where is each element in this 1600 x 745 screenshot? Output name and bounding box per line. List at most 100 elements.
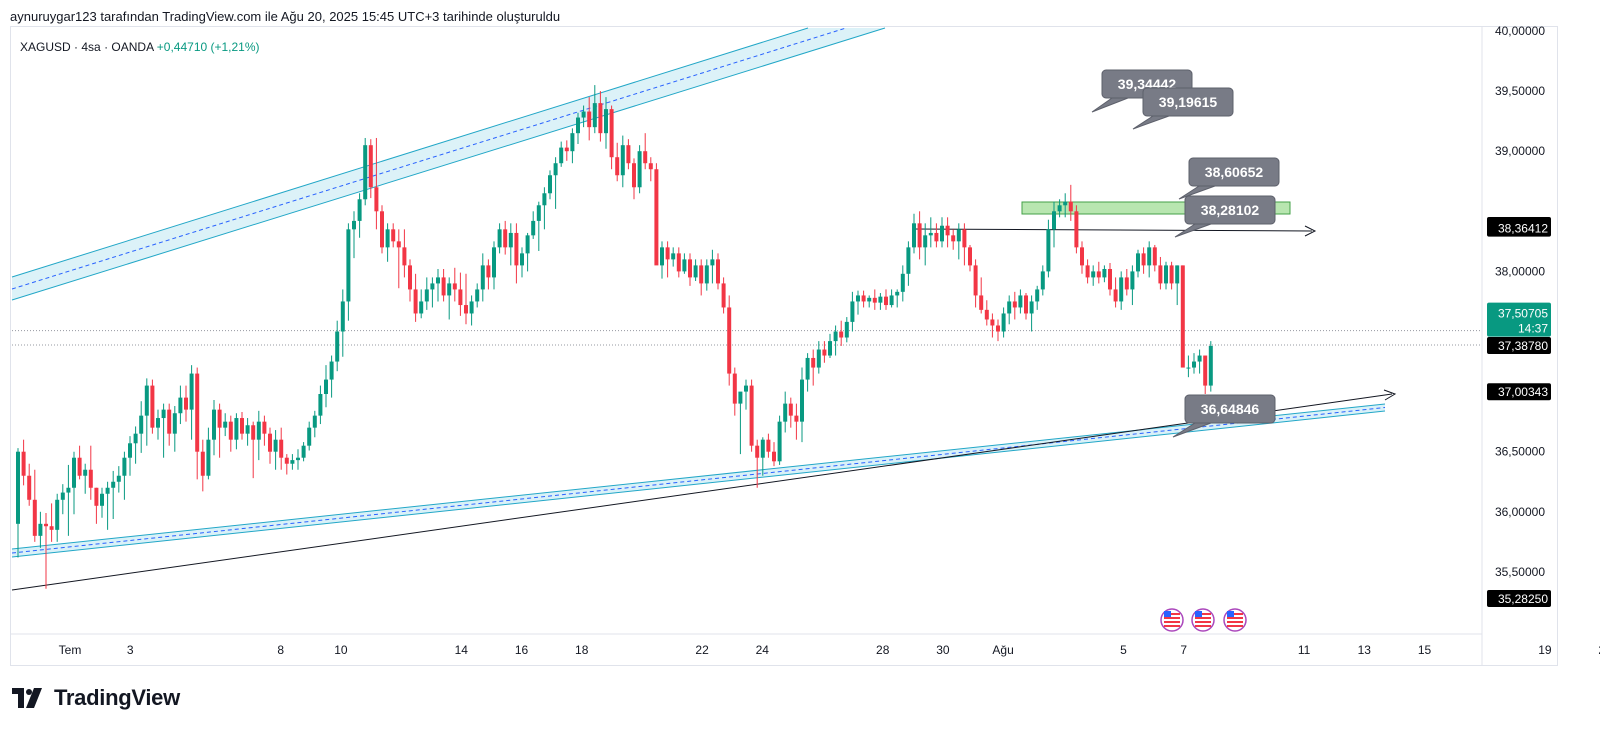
candle-body (777, 421, 782, 462)
candle-body (626, 145, 631, 164)
candle-body (1063, 201, 1068, 206)
price-callout-box (1184, 394, 1276, 424)
price-callout-box (1142, 87, 1234, 117)
lower-channel-midline (11, 407, 1386, 554)
candle-body (693, 265, 698, 278)
price-callout-box (1188, 157, 1280, 187)
candle-body (161, 409, 166, 419)
candle-body (424, 289, 429, 302)
candle-body (1001, 313, 1006, 332)
price-axis-label: 37,00343 (1498, 385, 1548, 399)
candle-body (212, 409, 216, 440)
candle-body (480, 265, 485, 290)
price-callout-box (1184, 195, 1276, 225)
candle-body (682, 259, 687, 272)
candle-body (900, 273, 905, 292)
candle-body (279, 439, 284, 458)
candle-body (738, 391, 743, 404)
price-axis-label: 38,36412 (1498, 222, 1548, 236)
candle-body (1108, 268, 1112, 290)
candle-body (240, 418, 244, 434)
candle-body (878, 296, 883, 303)
candle-body (441, 277, 446, 296)
resistance-ray-arrow (1304, 225, 1317, 237)
candle-body (60, 492, 65, 500)
candle-body (856, 295, 860, 302)
us-flag-stripe (1164, 613, 1180, 615)
candle-body (850, 301, 855, 322)
candle-body (458, 289, 463, 306)
candle-body (979, 295, 984, 310)
candle-body (234, 418, 239, 440)
candle-body (223, 421, 228, 428)
candle-body (816, 349, 821, 368)
tradingview-logo: TradingView (12, 685, 180, 711)
candle-body (676, 253, 681, 272)
candle-body (430, 283, 435, 290)
candle-body (699, 265, 704, 284)
candle-body (962, 229, 967, 248)
candle-body (984, 309, 989, 320)
price-callout-label: 39,19615 (1159, 94, 1218, 110)
us-flag-stripe (1195, 617, 1211, 619)
candle-body (637, 151, 642, 188)
bar-countdown-label: 14:37 (1518, 322, 1548, 336)
candle-body (1147, 247, 1152, 266)
candle-body (1029, 301, 1034, 314)
candle-body (189, 373, 194, 410)
candle-body (1040, 271, 1045, 290)
candle-body (665, 247, 670, 260)
candle-body (559, 147, 564, 164)
candle-body (1141, 253, 1146, 266)
candle-body (912, 223, 916, 248)
candle-body (604, 109, 608, 134)
candle-body (615, 157, 620, 176)
candle-body (1124, 277, 1129, 290)
time-axis-label: 13 (1358, 643, 1372, 657)
candle-body (122, 457, 127, 476)
candle-body (346, 229, 351, 302)
lower-channel-bottom-line (11, 410, 1386, 558)
candle-body (1018, 295, 1023, 308)
candle-body (906, 247, 911, 274)
candle-body (1080, 247, 1084, 266)
candle-body (1208, 345, 1213, 386)
price-axis-label: 37,38780 (1498, 339, 1548, 353)
candle-body (839, 331, 844, 338)
candle-body (609, 109, 614, 158)
candle-body (16, 451, 20, 524)
support-trendline (11, 393, 1393, 591)
candle-body (32, 499, 37, 536)
candle-body (492, 247, 496, 278)
candle-body (200, 451, 205, 476)
time-axis-label: 10 (334, 643, 348, 657)
candle-body (1113, 289, 1118, 302)
candle-body (917, 223, 922, 248)
candle-body (592, 103, 597, 128)
candle-body (447, 283, 452, 296)
candle-body (1012, 301, 1017, 308)
price-axis-label: 35,28250 (1498, 592, 1548, 606)
candle-body (536, 205, 541, 221)
time-axis-label: 30 (936, 643, 950, 657)
separator: · (74, 40, 79, 54)
price-axis-label-bg (1487, 590, 1551, 608)
candle-body (402, 247, 407, 266)
us-flag-canton (1195, 611, 1202, 617)
candle-body (822, 349, 827, 356)
us-flag-stripe (1195, 625, 1211, 627)
candle-body (144, 385, 149, 416)
time-axis-label: 15 (1418, 643, 1432, 657)
candle-body (833, 331, 838, 342)
candle-body (27, 475, 32, 500)
candle-body (357, 199, 362, 221)
candle-body (228, 421, 233, 440)
candle-body (290, 460, 295, 464)
price-callout-label: 38,28102 (1201, 202, 1260, 218)
candle-body (88, 469, 93, 488)
candle-body (1074, 211, 1079, 248)
time-axis-label: 18 (575, 643, 589, 657)
us-flag-canton (1164, 611, 1171, 617)
candle-body (704, 265, 709, 284)
